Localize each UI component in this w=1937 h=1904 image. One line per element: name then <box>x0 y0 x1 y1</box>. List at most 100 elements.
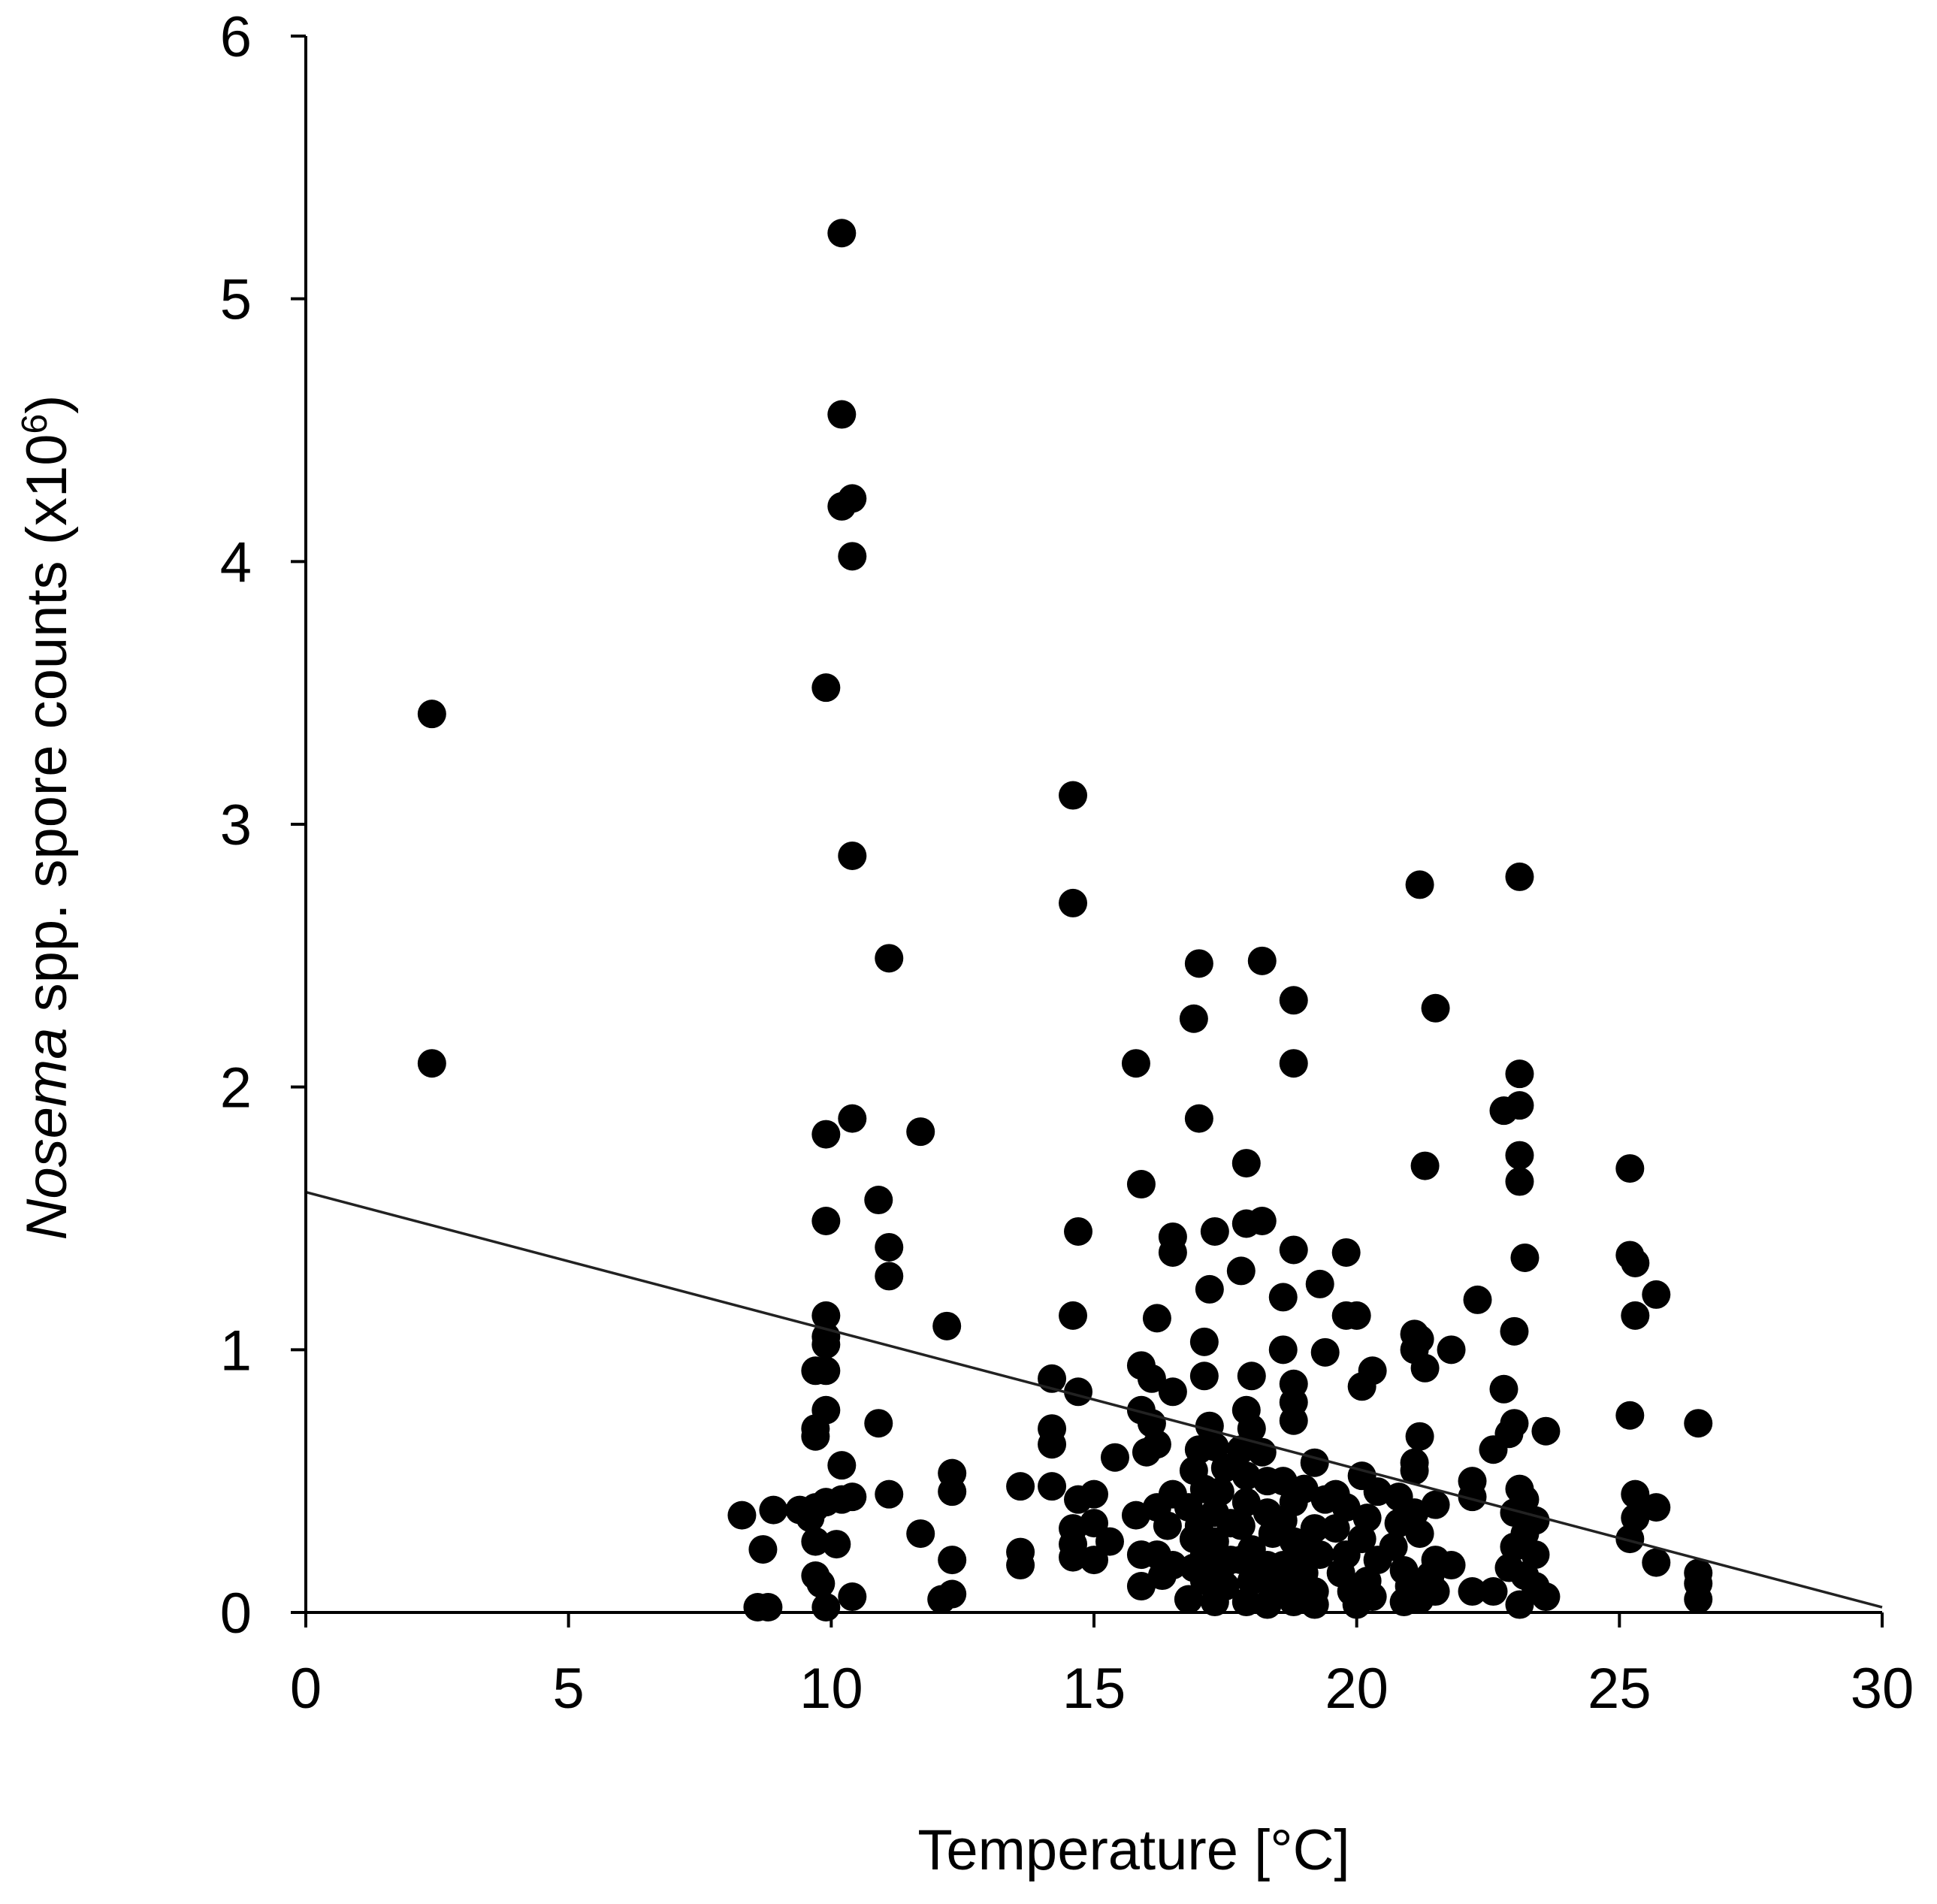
data-point <box>417 700 446 729</box>
x-axis-ticks: 0 5 10 15 20 25 30 <box>290 1612 1914 1721</box>
data-point <box>1064 1216 1093 1246</box>
data-point <box>838 841 867 870</box>
data-point <box>838 1582 867 1612</box>
data-point <box>1247 946 1277 975</box>
y-axis-title-superscript: 6 <box>15 414 55 434</box>
x-axis-title: Temperature [°C] <box>917 1818 1349 1882</box>
data-point <box>1059 1543 1088 1572</box>
data-point <box>801 1422 830 1451</box>
data-point <box>1279 1235 1308 1265</box>
data-point <box>811 1120 841 1149</box>
y-axis-title-text: spp. spore counts (x10 <box>15 434 79 1028</box>
data-point <box>727 1501 757 1530</box>
data-point <box>1615 1525 1645 1554</box>
data-point <box>1231 1209 1261 1238</box>
data-point <box>1064 1377 1093 1407</box>
data-point <box>1226 1256 1256 1286</box>
data-point <box>1237 1414 1266 1443</box>
data-point <box>1300 1514 1329 1543</box>
data-point <box>1100 1443 1129 1472</box>
data-point <box>1531 1416 1561 1446</box>
data-point <box>1189 1362 1219 1391</box>
y-axis-title-italic: Nosema <box>15 1028 79 1241</box>
data-point <box>811 1593 841 1622</box>
data-point <box>1421 993 1450 1023</box>
data-point <box>1059 1301 1088 1330</box>
x-tick-label: 20 <box>1325 1657 1389 1721</box>
trend-line <box>305 1190 1883 1609</box>
data-point <box>1342 1301 1371 1330</box>
data-point <box>796 1504 825 1533</box>
data-point <box>1458 1482 1487 1512</box>
y-tick-label: 1 <box>220 1319 252 1383</box>
data-point <box>1268 1335 1298 1365</box>
data-point <box>1437 1335 1466 1365</box>
data-point <box>1531 1582 1561 1612</box>
data-point <box>1158 1377 1187 1407</box>
data-point <box>1231 1149 1261 1178</box>
data-point <box>1179 1004 1208 1033</box>
data-point <box>864 1186 893 1215</box>
data-point <box>1505 862 1534 891</box>
data-point <box>754 1593 783 1622</box>
data-point <box>1305 1269 1334 1298</box>
y-axis-title: Nosema spp. spore counts (x106) <box>15 395 79 1241</box>
data-point <box>927 1585 956 1614</box>
data-point <box>1410 1151 1440 1180</box>
data-point <box>1405 870 1434 899</box>
data-point <box>1184 949 1213 978</box>
data-point <box>1505 1590 1534 1619</box>
data-point <box>1038 1430 1067 1459</box>
data-point <box>1147 1561 1177 1591</box>
data-point <box>1006 1551 1035 1580</box>
data-point <box>1038 1472 1067 1501</box>
data-point <box>1384 1509 1413 1538</box>
data-point <box>1642 1493 1671 1522</box>
y-tick-label: 6 <box>220 5 252 69</box>
data-point <box>938 1546 967 1575</box>
data-point <box>1142 1304 1171 1333</box>
y-axis-title-close: ) <box>15 395 79 414</box>
data-point <box>1279 1406 1308 1435</box>
data-point <box>1080 1546 1108 1575</box>
data-point <box>811 1356 841 1386</box>
data-point <box>748 1535 778 1564</box>
data-point <box>806 1569 836 1598</box>
data-point <box>1405 1519 1434 1549</box>
data-point <box>1237 1362 1266 1391</box>
data-point <box>1642 1548 1671 1577</box>
data-point <box>1505 1167 1534 1196</box>
data-point <box>838 1104 867 1133</box>
data-point <box>1489 1096 1518 1126</box>
data-point <box>1268 1283 1298 1312</box>
data-point <box>938 1477 967 1507</box>
data-points <box>417 219 1713 1622</box>
data-point <box>1500 1316 1529 1346</box>
data-point <box>1347 1372 1376 1401</box>
data-point <box>801 1527 830 1556</box>
data-point <box>1064 1485 1093 1514</box>
data-point <box>932 1311 962 1340</box>
data-point <box>1231 1488 1261 1517</box>
data-point <box>1153 1511 1182 1540</box>
data-point <box>1437 1551 1466 1580</box>
data-point <box>822 1530 851 1559</box>
data-point <box>1684 1409 1713 1438</box>
data-point <box>1279 1049 1308 1078</box>
data-point <box>1615 1401 1645 1430</box>
y-tick-label: 2 <box>220 1056 252 1120</box>
data-point <box>1226 1435 1256 1464</box>
data-point <box>1479 1577 1508 1606</box>
data-point <box>1126 1572 1156 1601</box>
data-point <box>906 1117 935 1147</box>
x-tick-label: 15 <box>1062 1657 1126 1721</box>
data-point <box>1521 1540 1550 1570</box>
data-point <box>1226 1511 1256 1540</box>
data-point <box>1137 1364 1166 1393</box>
x-tick-label: 5 <box>553 1657 585 1721</box>
data-point <box>1321 1514 1350 1543</box>
data-point <box>1642 1280 1671 1309</box>
data-point <box>827 1451 857 1480</box>
data-point <box>1331 1238 1361 1267</box>
data-point <box>1174 1585 1203 1614</box>
